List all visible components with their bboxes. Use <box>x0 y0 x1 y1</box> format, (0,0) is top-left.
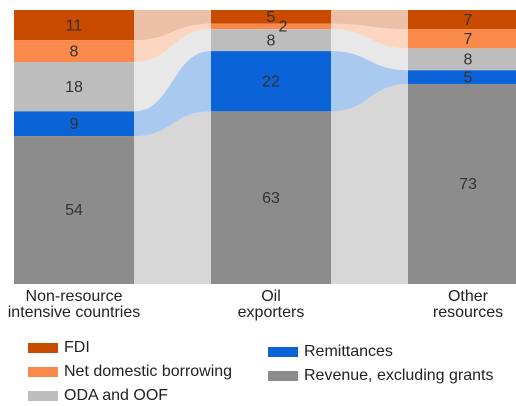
flow-ribbon <box>331 51 408 112</box>
legend-item: Net domestic borrowing <box>28 362 232 382</box>
x-tick-label: Oil exporters <box>237 288 305 321</box>
bar-segment <box>408 10 516 30</box>
value-label: 8 <box>267 32 276 49</box>
value-label: 7 <box>464 31 473 48</box>
legend-swatch <box>268 371 298 381</box>
flow-ribbon <box>331 23 408 49</box>
x-tick-label: Other resources <box>432 288 504 321</box>
bar-segment <box>211 29 331 52</box>
value-label: 5 <box>267 9 276 26</box>
flow-ribbon <box>331 10 408 30</box>
flow-ribbon <box>134 23 211 63</box>
value-label: 22 <box>262 73 280 90</box>
legend-item: FDI <box>28 338 90 358</box>
legend-label: ODA and OOF <box>64 387 169 404</box>
value-label: 9 <box>70 116 79 133</box>
value-label: 7 <box>464 12 473 29</box>
bar-segment <box>408 83 516 284</box>
legend-item: Revenue, excluding grants <box>268 366 493 386</box>
bar-segment <box>14 111 134 137</box>
bar-segment <box>14 40 134 63</box>
flow-ribbon <box>134 29 211 112</box>
bar-segment <box>408 29 516 49</box>
legend-item: ODA and OOF <box>28 386 168 406</box>
flow-ribbon <box>134 10 211 41</box>
bar-segment <box>211 23 331 30</box>
flow-ribbon <box>134 51 211 137</box>
bar-segment <box>211 111 331 284</box>
value-label: 73 <box>459 176 477 193</box>
value-label: 8 <box>70 43 79 60</box>
value-label: 63 <box>262 190 280 207</box>
legend-item: Remittances <box>268 342 393 362</box>
bar-segment <box>211 10 331 24</box>
bar-segment <box>408 48 516 71</box>
flow-ribbon <box>134 111 211 284</box>
legend-swatch <box>28 343 58 353</box>
legend-swatch <box>28 391 58 401</box>
value-label: 54 <box>65 202 83 219</box>
x-tick-label: Non-resource intensive countries <box>7 288 141 321</box>
value-label: 8 <box>464 52 473 69</box>
value-label: 5 <box>464 69 473 86</box>
flow-ribbon <box>331 29 408 71</box>
legend-label: Remittances <box>304 343 393 360</box>
flow-ribbon <box>331 83 408 284</box>
legend-label: Revenue, excluding grants <box>304 367 494 384</box>
bar-segment <box>14 136 134 284</box>
bar-segment <box>211 51 331 112</box>
legend-swatch <box>28 367 58 377</box>
bar-segment <box>14 10 134 41</box>
legend-label: FDI <box>64 339 90 356</box>
legend-label: Net domestic borrowing <box>64 363 233 380</box>
bar-segment <box>14 62 134 112</box>
bar-segment <box>408 70 516 84</box>
legend-swatch <box>268 347 298 357</box>
value-label: 11 <box>66 17 83 34</box>
value-label: 2 <box>279 19 288 36</box>
value-label: 18 <box>65 79 83 96</box>
